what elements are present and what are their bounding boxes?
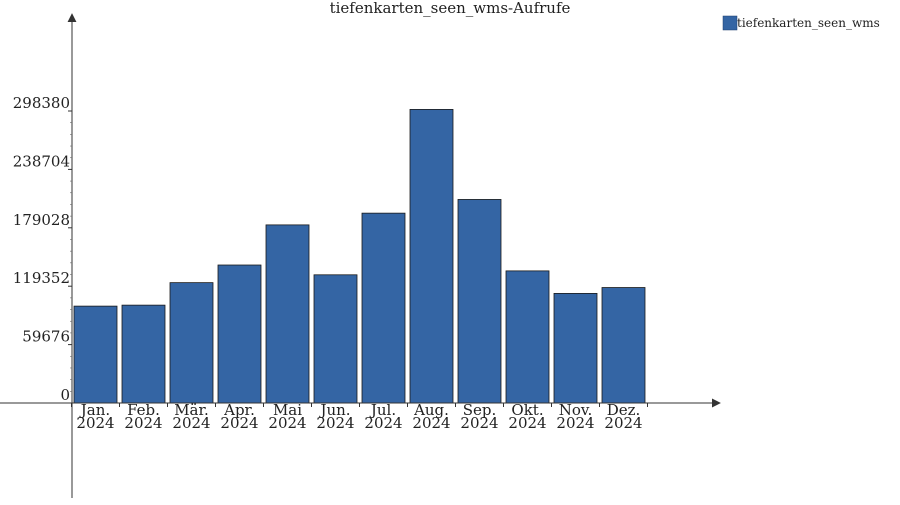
x-tick-month: Okt.	[511, 401, 543, 419]
legend-label: tiefenkarten_seen_wms	[737, 16, 880, 30]
x-tick-label-11: Dez. 2024	[604, 401, 642, 432]
x-tick-year: 2024	[364, 414, 402, 432]
x-tick-year: 2024	[604, 414, 642, 432]
bar-2	[169, 282, 214, 404]
legend-swatch	[722, 15, 738, 31]
x-tick-year: 2024	[316, 414, 354, 432]
x-tick-label-4: Mai 2024	[268, 401, 306, 432]
x-tick-month: Feb.	[127, 401, 160, 419]
y-tick-label-0: 0	[60, 386, 70, 404]
x-tick-label-3: Apr. 2024	[220, 401, 258, 432]
x-tick-month: Mai	[273, 401, 302, 419]
bar-5	[313, 274, 358, 404]
x-tick-month: Aug.	[413, 401, 449, 419]
bar-8	[457, 199, 502, 404]
chart-title: tiefenkarten_seen_wms-Aufrufe	[330, 0, 571, 17]
x-tick-year: 2024	[556, 414, 594, 432]
x-tick-month: Jul.	[369, 401, 396, 419]
x-tick-month: Jun.	[318, 401, 350, 419]
x-tick-month: Jan.	[79, 401, 110, 419]
bar-9	[505, 270, 550, 404]
x-tick-year: 2024	[76, 414, 114, 432]
bar-1	[121, 304, 166, 404]
x-tick-month: Nov.	[559, 401, 593, 419]
bar-4	[265, 224, 310, 404]
x-tick-year: 2024	[460, 414, 498, 432]
x-tick-label-1: Feb. 2024	[124, 401, 162, 432]
x-tick-label-5: Jun. 2024	[316, 401, 354, 432]
bar-11	[601, 287, 646, 404]
x-tick-month: Dez.	[607, 401, 641, 419]
x-tick-month: Sep.	[463, 401, 497, 419]
x-tick-year: 2024	[220, 414, 258, 432]
x-tick-label-10: Nov. 2024	[556, 401, 594, 432]
x-tick-label-2: Mär. 2024	[172, 401, 210, 432]
x-tick-year: 2024	[508, 414, 546, 432]
x-tick-month: Mär.	[174, 401, 209, 419]
x-tick-label-6: Jul. 2024	[364, 401, 402, 432]
y-tick-label-5: 298380	[13, 94, 70, 112]
x-tick-year: 2024	[268, 414, 306, 432]
y-ticks-layer: 0 59676 119352 179028 238704 298380	[13, 94, 72, 404]
x-tick-year: 2024	[412, 414, 450, 432]
bar-3	[217, 264, 262, 404]
y-tick-label-2: 119352	[13, 269, 70, 287]
y-tick-label-4: 238704	[13, 152, 70, 170]
bar-10	[553, 292, 598, 404]
x-tick-label-9: Okt. 2024	[508, 401, 546, 432]
x-tick-label-8: Sep. 2024	[460, 401, 498, 432]
bars-layer	[73, 109, 646, 404]
x-tick-label-0: Jan. 2024	[76, 401, 114, 432]
legend: tiefenkarten_seen_wms	[722, 15, 880, 31]
y-tick-label-1: 59676	[22, 328, 70, 346]
y-tick-label-3: 179028	[13, 211, 70, 229]
x-tick-label-7: Aug. 2024	[412, 401, 450, 432]
x-tick-year: 2024	[172, 414, 210, 432]
bar-7	[409, 109, 454, 404]
bar-0	[73, 305, 118, 404]
bar-6	[361, 212, 406, 404]
x-tick-month: Apr.	[223, 401, 255, 419]
x-tick-year: 2024	[124, 414, 162, 432]
